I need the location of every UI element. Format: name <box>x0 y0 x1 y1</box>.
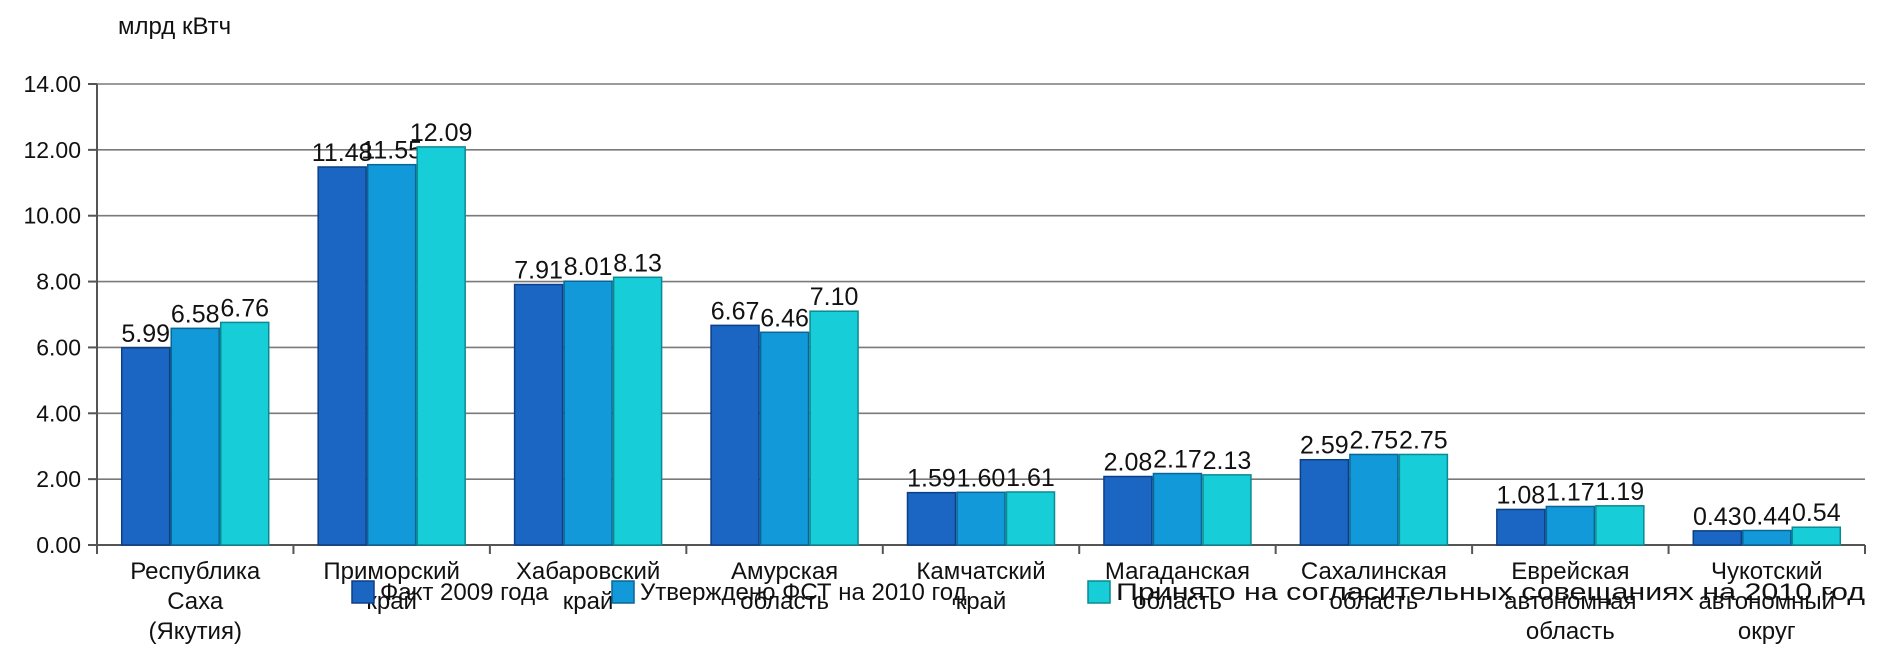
bar <box>513 283 564 546</box>
data-label: 1.61 <box>1006 464 1055 492</box>
bar <box>317 166 367 546</box>
x-category-label: Хабаровский <box>516 558 660 585</box>
legend-label: Принято на согласительных совещаниях на … <box>1116 579 1865 606</box>
bar <box>170 327 220 546</box>
bar <box>1349 453 1399 546</box>
x-category-label: Еврейская <box>1511 558 1629 585</box>
data-label: 2.08 <box>1104 449 1153 477</box>
legend-label: Факт 2009 года <box>380 579 549 606</box>
data-label: 2.75 <box>1399 426 1448 454</box>
y-tick-label: 6.00 <box>36 334 81 360</box>
data-label: 2.13 <box>1203 447 1252 475</box>
data-label: 0.44 <box>1742 503 1791 531</box>
y-tick-label: 10.00 <box>23 203 81 229</box>
x-category-label: область <box>1329 588 1418 615</box>
x-category-label: Амурская <box>731 558 838 585</box>
x-category-label: область <box>740 588 829 615</box>
bar <box>1005 491 1056 546</box>
bar <box>906 491 957 546</box>
bar <box>416 146 466 546</box>
legend-swatch <box>1087 580 1111 604</box>
x-category-label: Сахалинская <box>1301 558 1447 585</box>
x-category-label: Приморский <box>323 558 460 585</box>
y-tick-label: 4.00 <box>36 400 81 426</box>
data-label: 6.76 <box>220 294 269 322</box>
x-category-label: край <box>563 588 614 615</box>
legend-label: Утверждено ФСТ на 2010 год <box>640 579 967 606</box>
x-category-label: область <box>1526 618 1615 645</box>
bar <box>1742 529 1792 546</box>
bar <box>612 276 663 546</box>
x-category-label: округ <box>1738 618 1796 645</box>
bar <box>956 491 1006 546</box>
bar <box>759 331 810 546</box>
x-category-label: край <box>366 588 417 615</box>
data-label: 0.54 <box>1792 499 1841 527</box>
x-category-label: край <box>956 588 1007 615</box>
bar <box>1595 505 1645 546</box>
data-label: 2.59 <box>1300 432 1349 460</box>
data-label: 2.75 <box>1350 426 1399 454</box>
x-category-label: автономная <box>1504 588 1636 615</box>
data-label: 7.91 <box>514 257 563 285</box>
bar <box>1545 505 1596 546</box>
x-category-label: (Якутия) <box>148 618 241 645</box>
data-label: 11.48 <box>312 139 373 167</box>
data-label: 2.17 <box>1153 446 1202 474</box>
data-label: 1.08 <box>1496 481 1545 509</box>
bar <box>1791 526 1842 546</box>
data-label: 1.19 <box>1595 478 1644 506</box>
bar <box>1202 474 1252 546</box>
bar <box>1496 508 1546 546</box>
data-label: 1.59 <box>907 465 956 493</box>
data-label: 11.55 <box>361 137 422 165</box>
y-axis-unit-label: млрд кВтч <box>118 13 231 40</box>
x-category-label: Магаданская <box>1105 558 1250 585</box>
bar <box>366 163 417 546</box>
bar <box>1152 472 1203 546</box>
data-label: 1.60 <box>957 464 1006 492</box>
x-category-label: автономный <box>1698 588 1835 615</box>
bar <box>219 321 270 546</box>
x-category-label: Республика <box>130 558 261 585</box>
data-label: 1.17 <box>1546 478 1595 506</box>
y-tick-label: 0.00 <box>36 532 81 558</box>
bar <box>1398 453 1449 546</box>
data-label: 6.67 <box>711 297 760 325</box>
bar <box>1692 530 1743 546</box>
legend-swatch <box>351 580 375 604</box>
data-label: 6.58 <box>171 300 220 328</box>
data-label: 6.46 <box>760 304 809 332</box>
x-category-label: область <box>1133 588 1222 615</box>
data-label: 5.99 <box>121 320 170 348</box>
bar <box>1299 458 1350 546</box>
data-label: 8.13 <box>613 249 662 277</box>
y-tick-label: 2.00 <box>36 466 81 492</box>
data-label: 0.43 <box>1693 503 1742 531</box>
data-label: 7.10 <box>810 283 859 311</box>
bar <box>710 324 760 546</box>
y-tick-label: 8.00 <box>36 269 81 295</box>
x-category-label: Камчатский <box>916 558 1045 585</box>
x-category-label: Чукотский <box>1711 558 1823 585</box>
y-tick-label: 14.00 <box>23 71 81 97</box>
bar <box>809 310 859 546</box>
bar <box>120 347 171 546</box>
data-label: 12.09 <box>410 119 473 147</box>
bar <box>1103 475 1153 546</box>
x-category-label: Саха <box>167 588 224 615</box>
data-label: 8.01 <box>564 253 613 281</box>
bar <box>563 280 613 546</box>
y-tick-label: 12.00 <box>23 137 81 163</box>
legend-swatch <box>611 580 635 604</box>
